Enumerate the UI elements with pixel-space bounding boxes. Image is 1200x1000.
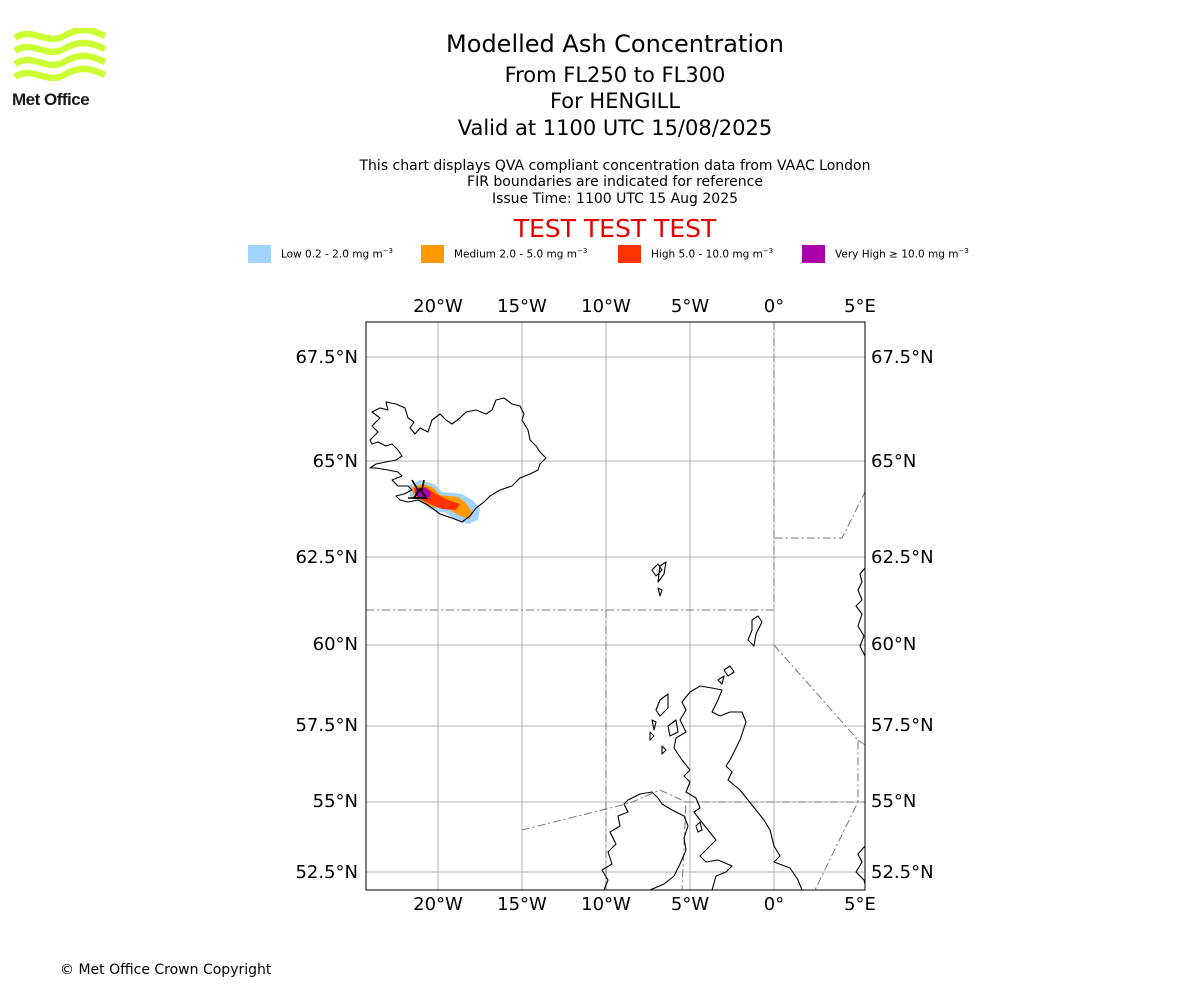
lat-label-right-57-5n: 57.5°N [871,715,934,736]
lon-label-top-15w: 15°W [497,296,547,317]
lat-label-left-60n: 60°N [313,634,358,655]
legend-swatch-high [618,245,641,263]
lon-label-bottom-10w: 10°W [581,894,631,915]
legend-unit-very-high: −3 [958,247,969,256]
lon-labels-top: 20°W 15°W 10°W 5°W 0° 5°E [413,296,876,317]
lat-label-left-67-5n: 67.5°N [295,347,358,368]
lon-labels-bottom: 20°W 15°W 10°W 5°W 0° 5°E [413,894,876,915]
info-fir: FIR boundaries are indicated for referen… [467,174,763,190]
legend-label-low: Low 0.2 - 2.0 mg m [281,248,383,261]
lat-label-left-52-5n: 52.5°N [295,862,358,883]
legend-item-very-high: Very High ≥ 10.0 mg m−3 [802,244,969,264]
lat-label-right-60n: 60°N [871,634,916,655]
flight-level-subtitle: From FL250 to FL300 [504,63,726,87]
coast-norway [855,567,865,657]
test-banner: TEST TEST TEST [513,214,717,243]
copyright-notice: © Met Office Crown Copyright [60,962,272,978]
lon-label-bottom-20w: 20°W [413,894,463,915]
volcano-cross-lines [408,479,425,499]
lon-label-top-20w: 20°W [413,296,463,317]
map-background [366,322,865,890]
lat-label-left-62-5n: 62.5°N [295,547,358,568]
legend-unit-medium: −3 [576,247,588,256]
lon-label-bottom-0: 0° [764,894,784,915]
legend-label-very-high: Very High ≥ 10.0 mg m [835,248,959,261]
chart-title: Modelled Ash Concentration [446,30,784,58]
valid-time-subtitle: Valid at 1100 UTC 15/08/2025 [457,116,773,140]
coast-denmark [855,845,865,885]
lat-label-left-65n: 65°N [313,451,358,472]
coast-iceland [369,397,547,523]
legend-item-high: High 5.0 - 10.0 mg m−3 [618,244,773,264]
lat-label-right-65n: 65°N [871,451,916,472]
coast-faroe-3 [657,587,663,597]
legend-unit-low: −3 [382,247,394,256]
lat-label-right-62-5n: 62.5°N [871,547,934,568]
legend-swatch-medium [421,245,444,263]
lon-label-bottom-5e: 5°E [844,894,876,915]
lat-label-right-55n: 55°N [871,791,916,812]
lon-label-top-5e: 5°E [844,296,876,317]
legend-item-low: Low 0.2 - 2.0 mg m−3 [248,244,393,264]
lat-labels-left: 67.5°N 65°N 62.5°N 60°N 57.5°N 55°N 52.5… [295,347,358,883]
coast-isle-of-man [695,821,703,833]
volcano-subtitle: For HENGILL [549,89,681,113]
map-frame [365,321,866,891]
legend-unit-high: −3 [762,247,774,256]
coast-faroe-2 [657,561,667,583]
coast-hebrides [649,693,679,755]
lat-label-right-67-5n: 67.5°N [871,347,934,368]
coast-faroe [651,563,663,577]
lat-labels-right: 67.5°N 65°N 62.5°N 60°N 57.5°N 55°N 52.5… [871,347,934,883]
legend-swatch-very-high [802,245,825,263]
coast-great-britain [673,685,803,890]
lon-label-top-0: 0° [764,296,784,317]
coast-orkney [717,665,735,685]
met-office-waves-logo [13,26,107,82]
fir-boundaries [366,322,865,890]
lon-label-bottom-15w: 15°W [497,894,547,915]
legend-label-high: High 5.0 - 10.0 mg m [651,248,763,261]
lat-label-left-55n: 55°N [313,791,358,812]
info-issue-time: Issue Time: 1100 UTC 15 Aug 2025 [491,191,739,207]
legend-swatch-low [248,245,271,263]
volcano-marker [408,479,428,499]
legend-label-medium: Medium 2.0 - 5.0 mg m [454,248,577,261]
coast-shetland [747,615,763,647]
coast-ireland [601,791,689,890]
concentration-legend: Low 0.2 - 2.0 mg m−3 Medium 2.0 - 5.0 mg… [248,244,1008,264]
lon-label-bottom-5w: 5°W [671,894,709,915]
info-compliance: This chart displays QVA compliant concen… [359,158,871,174]
coastlines [369,397,865,890]
lon-label-top-5w: 5°W [671,296,709,317]
lat-label-right-52-5n: 52.5°N [871,862,934,883]
met-office-logo: Met Office [12,26,112,118]
legend-item-medium: Medium 2.0 - 5.0 mg m−3 [421,244,587,264]
lon-label-top-10w: 10°W [581,296,631,317]
lat-label-left-57-5n: 57.5°N [295,715,358,736]
logo-text: Met Office [12,90,90,109]
